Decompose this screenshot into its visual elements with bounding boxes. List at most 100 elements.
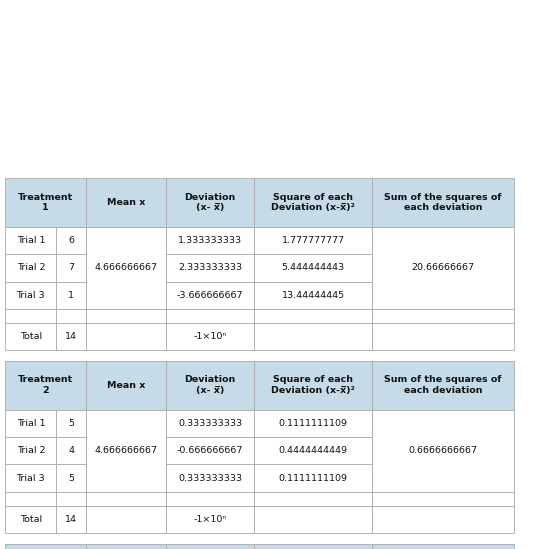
Bar: [254, 227, 372, 254]
Bar: [56, 492, 86, 506]
Text: 1.333333333: 1.333333333: [178, 236, 242, 245]
Bar: [254, 492, 372, 506]
Text: Deviation
(x- x̅): Deviation (x- x̅): [185, 193, 236, 212]
Text: 5.444444443: 5.444444443: [282, 264, 345, 272]
Text: 0.6666666667: 0.6666666667: [408, 446, 477, 455]
Text: Trial 3: Trial 3: [16, 474, 45, 483]
Bar: [56, 254, 86, 282]
Text: -1×10ⁿ: -1×10ⁿ: [194, 515, 227, 524]
Bar: [5, 544, 86, 549]
Bar: [166, 437, 254, 464]
Bar: [5, 464, 56, 492]
Text: 4: 4: [68, 446, 74, 455]
Bar: [5, 410, 56, 437]
Text: Sum of the squares of
each deviation: Sum of the squares of each deviation: [384, 193, 502, 212]
Bar: [56, 227, 86, 254]
Bar: [166, 227, 254, 254]
Bar: [56, 282, 86, 309]
Text: Trial 1: Trial 1: [16, 419, 45, 428]
Bar: [254, 309, 372, 323]
Bar: [56, 309, 86, 323]
Bar: [372, 227, 514, 309]
Bar: [86, 492, 166, 506]
Bar: [56, 464, 86, 492]
Bar: [5, 282, 56, 309]
Text: Treatment
2: Treatment 2: [18, 376, 73, 395]
Text: 0.333333333: 0.333333333: [178, 474, 242, 483]
Bar: [372, 361, 514, 410]
Text: 6: 6: [68, 236, 74, 245]
Bar: [254, 323, 372, 350]
Bar: [5, 309, 56, 323]
Bar: [254, 410, 372, 437]
Text: -3.666666667: -3.666666667: [177, 290, 244, 300]
Bar: [372, 410, 514, 492]
Text: 4.666666667: 4.666666667: [94, 446, 157, 455]
Bar: [56, 437, 86, 464]
Text: -1×10ⁿ: -1×10ⁿ: [194, 332, 227, 341]
Bar: [5, 492, 56, 506]
Bar: [254, 506, 372, 533]
Bar: [86, 361, 166, 410]
Text: 20.66666667: 20.66666667: [411, 264, 474, 272]
Bar: [166, 506, 254, 533]
Text: 0.1111111109: 0.1111111109: [278, 474, 348, 483]
Bar: [166, 361, 254, 410]
Text: Trial 3: Trial 3: [16, 290, 45, 300]
Bar: [372, 492, 514, 506]
Bar: [372, 323, 514, 350]
Bar: [166, 410, 254, 437]
Bar: [254, 178, 372, 227]
Bar: [166, 464, 254, 492]
Text: Trial 2: Trial 2: [16, 446, 45, 455]
Bar: [372, 178, 514, 227]
Bar: [166, 178, 254, 227]
Text: 2.333333333: 2.333333333: [178, 264, 242, 272]
Bar: [5, 178, 86, 227]
Bar: [372, 309, 514, 323]
Text: Trial 2: Trial 2: [16, 264, 45, 272]
Bar: [254, 254, 372, 282]
Bar: [166, 544, 254, 549]
Text: 0.333333333: 0.333333333: [178, 419, 242, 428]
Text: 14: 14: [65, 515, 77, 524]
Text: 13.44444445: 13.44444445: [282, 290, 345, 300]
Bar: [5, 361, 86, 410]
Bar: [86, 323, 166, 350]
Bar: [166, 492, 254, 506]
Text: Deviation
(x- x̅): Deviation (x- x̅): [185, 376, 236, 395]
Bar: [86, 178, 166, 227]
Bar: [86, 227, 166, 309]
Bar: [372, 506, 514, 533]
Bar: [86, 309, 166, 323]
Text: Total: Total: [20, 332, 42, 341]
Bar: [166, 323, 254, 350]
Bar: [254, 437, 372, 464]
Text: 5: 5: [68, 419, 74, 428]
Bar: [5, 323, 56, 350]
Bar: [5, 227, 56, 254]
Text: Square of each
Deviation (x-x̅)²: Square of each Deviation (x-x̅)²: [271, 376, 355, 395]
Text: Mean x: Mean x: [106, 198, 145, 207]
Text: 5: 5: [68, 474, 74, 483]
Bar: [86, 410, 166, 492]
Text: 14: 14: [65, 332, 77, 341]
Text: 1: 1: [68, 290, 74, 300]
Bar: [254, 361, 372, 410]
Text: 7: 7: [68, 264, 74, 272]
Bar: [5, 506, 56, 533]
Bar: [5, 254, 56, 282]
Bar: [372, 544, 514, 549]
Bar: [254, 544, 372, 549]
Text: 0.1111111109: 0.1111111109: [278, 419, 348, 428]
Text: -0.666666667: -0.666666667: [177, 446, 244, 455]
Text: Square of each
Deviation (x-x̅)²: Square of each Deviation (x-x̅)²: [271, 193, 355, 212]
Text: Treatment
1: Treatment 1: [18, 193, 73, 212]
Bar: [56, 506, 86, 533]
Text: Mean x: Mean x: [106, 381, 145, 390]
Bar: [86, 506, 166, 533]
Bar: [56, 410, 86, 437]
Bar: [166, 282, 254, 309]
Bar: [166, 254, 254, 282]
Bar: [5, 437, 56, 464]
